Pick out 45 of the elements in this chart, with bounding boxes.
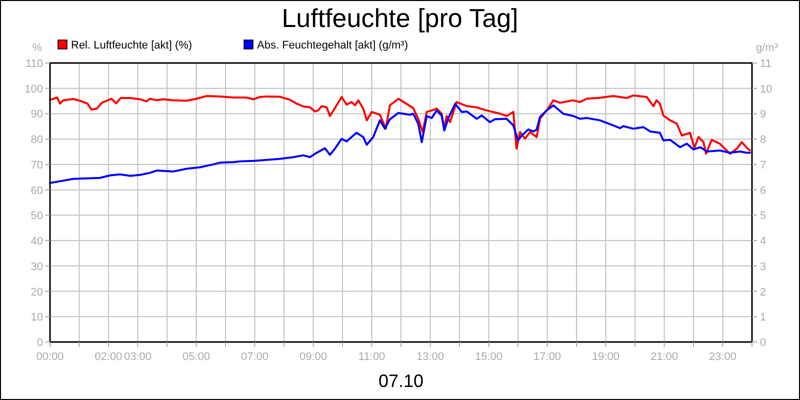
y-tick-label: 30 (30, 260, 43, 273)
y-tick-label: 20 (30, 286, 43, 298)
y2-tick-label: 11 (760, 58, 772, 70)
y-tick-label: 90 (30, 108, 43, 121)
line-series (49, 102, 751, 184)
y2-tick-label: 10 (760, 83, 772, 96)
y2-tick-label: 9 (760, 108, 766, 121)
x-tick-label: 00:00 (36, 351, 64, 363)
x-tick-label: 19:00 (592, 351, 620, 363)
legend-label: Rel. Luftfeuchte [akt] (%) (71, 40, 192, 52)
y2-tick-label: 8 (760, 134, 766, 146)
x-tick-label: 21:00 (650, 351, 678, 363)
line-series (49, 94, 751, 155)
x-tick-label: 13:00 (416, 351, 444, 363)
x-tick-label: 23:00 (708, 351, 737, 363)
y2-axis-title: g/m³ (756, 42, 778, 54)
y-tick-label: 0 (36, 337, 43, 349)
chart-title: Luftfeuchte [pro Tag] (282, 3, 518, 33)
y-tick-label: 10 (30, 312, 43, 324)
y-tick-label: 80 (30, 134, 43, 146)
y-tick-label: 60 (30, 184, 43, 197)
x-tick-label: 09:00 (299, 351, 328, 363)
x-axis-title: 07.10 (378, 371, 424, 391)
x-tick-label: 03:00 (124, 351, 152, 363)
x-tick-label: 07:00 (240, 351, 269, 363)
y2-tick-label: 5 (760, 210, 766, 222)
y2-tick-label: 4 (760, 236, 766, 248)
y-tick-label: 70 (30, 159, 43, 172)
y-tick-label: 110 (25, 58, 43, 70)
x-tick-label: 15:00 (474, 351, 503, 363)
y2-tick-label: 3 (760, 260, 766, 273)
y2-tick-label: 2 (760, 286, 766, 298)
y2-tick-label: 7 (760, 159, 766, 172)
y-tick-label: 50 (30, 210, 43, 222)
x-tick-label: 05:00 (182, 351, 210, 363)
y-axis-title: % (32, 42, 42, 54)
legend-label: Abs. Feuchtegehalt [akt] (g/m³) (257, 40, 408, 52)
x-tick-label: 02:00 (94, 351, 122, 363)
x-tick-label: 11:00 (358, 351, 386, 363)
y-tick-label: 100 (24, 83, 43, 96)
y2-tick-label: 1 (760, 312, 766, 324)
y2-tick-label: 6 (760, 184, 766, 197)
y2-tick-label: 0 (760, 337, 766, 349)
x-tick-label: 17:00 (533, 351, 562, 363)
y-tick-label: 40 (30, 236, 43, 248)
